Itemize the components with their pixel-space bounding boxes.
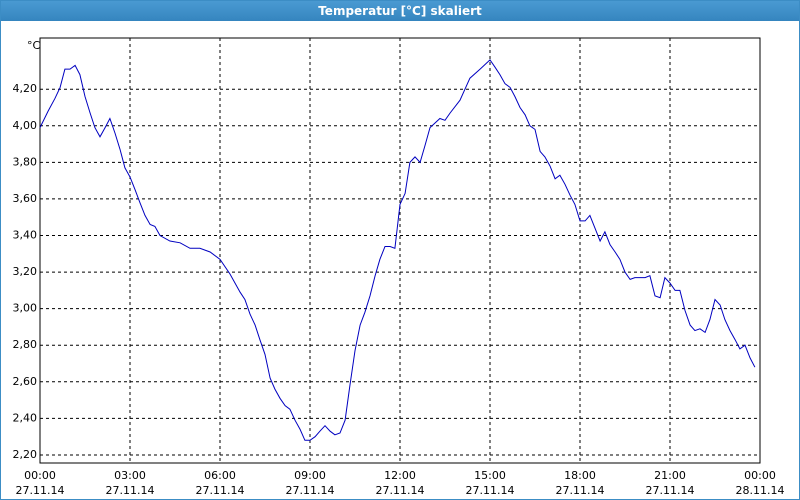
x-tick-date: 27.11.14: [376, 484, 425, 497]
y-unit: °C: [27, 39, 41, 52]
x-tick-date: 27.11.14: [286, 484, 335, 497]
y-tick-label: 2,60: [13, 375, 38, 388]
y-tick-label: 4,00: [13, 119, 38, 132]
x-tick-date: 27.11.14: [646, 484, 695, 497]
x-tick-label: 15:00: [474, 469, 506, 482]
x-tick-label: 18:00: [564, 469, 596, 482]
x-tick-date: 27.11.14: [16, 484, 65, 497]
x-tick-date: 27.11.14: [556, 484, 605, 497]
x-tick-label: 12:00: [384, 469, 416, 482]
x-tick-label: 21:00: [654, 469, 686, 482]
y-tick-label: 3,40: [13, 229, 38, 242]
y-tick-label: 2,40: [13, 411, 38, 424]
plot-frame: [39, 37, 761, 464]
x-tick-date: 28.11.14: [736, 484, 785, 497]
y-tick-label: 3,60: [13, 192, 38, 205]
y-tick-label: 2,80: [13, 338, 38, 351]
x-tick-label: 00:00: [24, 469, 56, 482]
x-tick-label: 03:00: [114, 469, 146, 482]
x-tick-date: 27.11.14: [106, 484, 155, 497]
y-tick-label: 3,20: [13, 265, 38, 278]
x-tick-label: 09:00: [294, 469, 326, 482]
line-series: [39, 59, 756, 441]
x-tick-label: 00:00: [744, 469, 776, 482]
x-tick-date: 27.11.14: [196, 484, 245, 497]
y-tick-label: 3,80: [13, 155, 38, 168]
y-tick-label: 3,00: [13, 302, 38, 315]
y-tick-label: 4,20: [13, 82, 38, 95]
title-bar: Temperatur [°C] skaliert: [1, 1, 799, 21]
y-tick-label: 2,20: [13, 448, 38, 461]
x-tick-label: 06:00: [204, 469, 236, 482]
x-tick-date: 27.11.14: [466, 484, 515, 497]
